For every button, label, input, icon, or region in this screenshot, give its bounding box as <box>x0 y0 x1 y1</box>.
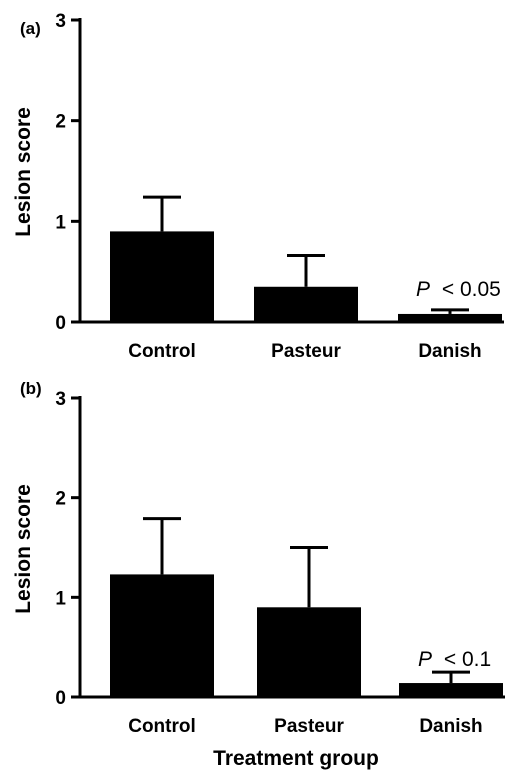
bar-danish <box>398 313 502 322</box>
x-category-label: Control <box>128 716 196 737</box>
panel-label: (b) <box>20 379 42 398</box>
x-category-label: Pasteur <box>271 341 341 362</box>
y-tick-labels: 0 1 2 3 <box>55 11 66 334</box>
x-category-label: Danish <box>418 341 481 362</box>
error-bars <box>143 517 470 684</box>
axes <box>71 396 505 699</box>
y-tick-labels: 0 1 2 3 <box>55 389 66 709</box>
panel-a: (a) Lesion score 0 1 2 3 Control Pasteur Dani… <box>12 11 504 362</box>
x-axis-title: Treatment group <box>213 747 379 770</box>
y-axis-title: Lesion score <box>12 107 35 237</box>
p-value-symbol: P <box>418 648 432 671</box>
p-value-text: < 0.05 <box>442 278 501 301</box>
x-category-label: Danish <box>419 716 482 737</box>
y-axis-title: Lesion score <box>12 484 35 614</box>
bars <box>110 231 502 322</box>
p-value-annotation: P < 0.1 <box>418 648 491 671</box>
panel-label: (a) <box>20 19 41 38</box>
bar-danish <box>399 683 503 697</box>
bar-pasteur <box>257 607 361 697</box>
y-tick-label: 3 <box>55 11 66 32</box>
x-category-label: Control <box>128 341 196 362</box>
bars <box>110 574 503 697</box>
axes <box>71 18 504 324</box>
bar-control <box>110 231 214 322</box>
y-tick-label: 1 <box>55 212 66 233</box>
y-tick-label: 0 <box>55 313 66 334</box>
x-category-labels: Control Pasteur Danish <box>128 716 482 737</box>
y-tick-label: 0 <box>55 688 66 709</box>
p-value-annotation: P < 0.05 <box>416 278 501 301</box>
panel-b: (b) Lesion score 0 1 2 3 Control Pasteur Dani… <box>12 379 505 770</box>
y-tick-label: 3 <box>55 389 66 410</box>
p-value-symbol: P <box>416 278 430 301</box>
error-bars <box>143 195 469 314</box>
y-tick-label: 1 <box>55 588 66 609</box>
bar-pasteur <box>254 286 358 322</box>
bar-control <box>110 574 214 697</box>
y-tick-label: 2 <box>55 112 66 133</box>
p-value-text: < 0.1 <box>444 648 491 671</box>
y-tick-label: 2 <box>55 489 66 510</box>
x-category-labels: Control Pasteur Danish <box>128 341 481 362</box>
x-category-label: Pasteur <box>274 716 344 737</box>
